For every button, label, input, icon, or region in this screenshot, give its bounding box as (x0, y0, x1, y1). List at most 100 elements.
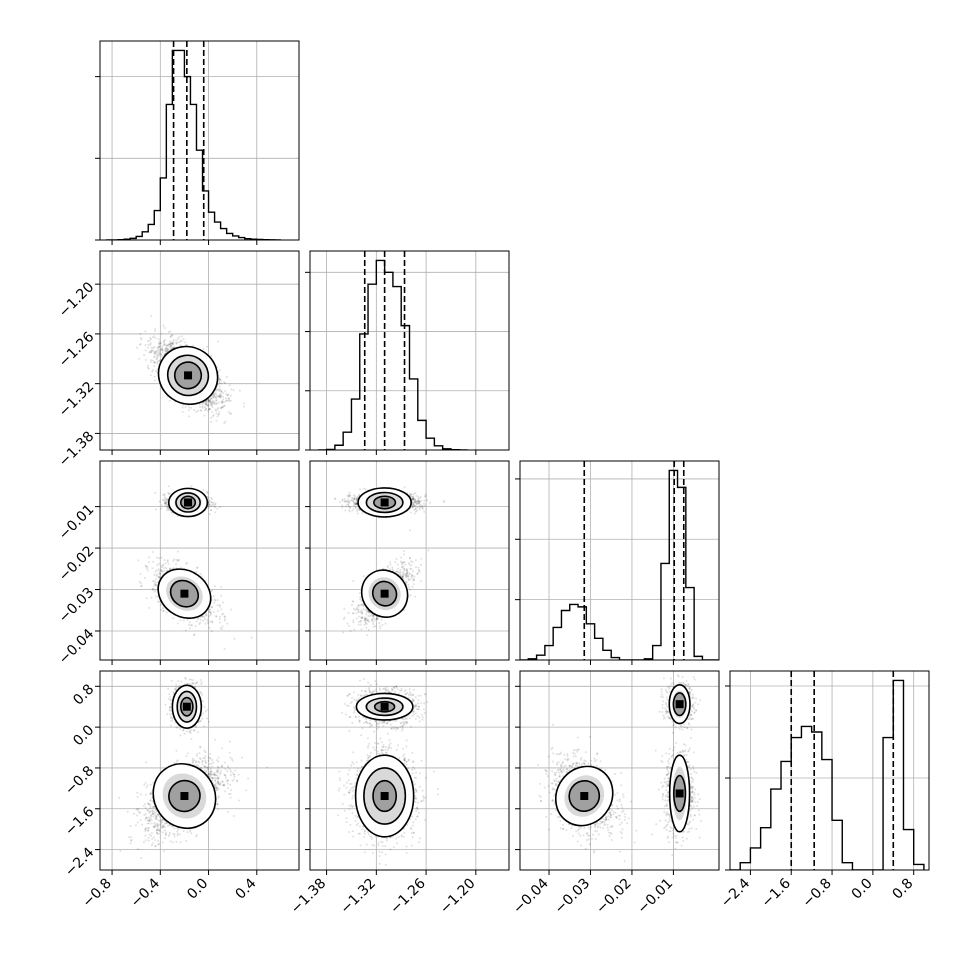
scatter-point (153, 351, 156, 354)
scatter-point (160, 565, 163, 568)
scatter-point (218, 395, 221, 398)
scatter-point (161, 346, 164, 349)
scatter-point (216, 604, 219, 607)
scatter-point (172, 340, 175, 343)
contour-line (157, 345, 219, 406)
scatter-point (201, 406, 204, 409)
scatter-point (163, 340, 166, 343)
scatter-point (222, 395, 225, 398)
scatter-point (220, 390, 223, 393)
scatter-point (217, 413, 220, 416)
scatter-point (159, 348, 162, 351)
scatter-point (160, 608, 163, 611)
scatter-point (166, 347, 169, 350)
scatter-point (166, 498, 169, 501)
scatter-point (158, 350, 161, 353)
scatter-point (145, 567, 148, 570)
scatter-point (158, 352, 161, 355)
scatter-point (166, 349, 169, 352)
scatter-point (208, 610, 211, 613)
scatter-point (158, 557, 161, 560)
scatter-point (207, 409, 210, 412)
scatter-point (188, 627, 191, 630)
scatter-point (150, 346, 153, 349)
scatter-point (211, 397, 214, 400)
scatter-point (163, 502, 166, 505)
scatter-point (158, 346, 161, 349)
scatter-point (151, 587, 154, 590)
scatter-point (158, 343, 161, 346)
scatter-point (206, 620, 209, 623)
scatter-point (150, 596, 153, 599)
scatter-point (156, 349, 159, 352)
scatter-point (213, 396, 216, 399)
scatter-point (161, 348, 164, 351)
scatter-point (167, 485, 170, 488)
scatter-point (219, 394, 222, 397)
scatter-point (214, 408, 217, 411)
scatter-point (213, 402, 216, 405)
scatter-point (169, 340, 172, 343)
scatter-point (157, 576, 160, 579)
scatter-point (153, 352, 156, 355)
scatter-point (223, 404, 226, 407)
scatter-point (217, 395, 220, 398)
scatter-point (208, 408, 211, 411)
scatter-point (168, 346, 171, 349)
scatter-point (167, 562, 170, 565)
scatter-point (168, 343, 171, 346)
scatter-point (215, 402, 218, 405)
scatter-point (211, 498, 214, 501)
scatter-point (204, 400, 207, 403)
histogram-step (730, 679, 925, 870)
scatter-point (206, 618, 209, 621)
scatter-point (209, 509, 212, 512)
density-panel (100, 461, 299, 660)
scatter-point (168, 399, 171, 402)
scatter-point (169, 345, 172, 348)
scatter-point (222, 398, 225, 401)
scatter-point (164, 499, 167, 502)
scatter-point (146, 366, 149, 369)
scatter-point (218, 411, 221, 414)
scatter-point (181, 404, 184, 407)
scatter-point (219, 378, 222, 381)
scatter-point (162, 607, 165, 610)
scatter-point (155, 358, 158, 361)
scatter-point (163, 566, 166, 569)
scatter-point (149, 361, 152, 364)
scatter-point (153, 580, 156, 583)
scatter-point (202, 401, 205, 404)
scatter-point (223, 619, 226, 622)
scatter-point (160, 355, 163, 358)
scatter-point (173, 346, 176, 349)
panel-frame (99, 40, 300, 241)
scatter-point (230, 608, 233, 611)
scatter-point (166, 559, 169, 562)
scatter-point (211, 402, 214, 405)
scatter-point (157, 568, 160, 571)
scatter-point (211, 415, 214, 418)
scatter-point (203, 414, 206, 417)
scatter-point (224, 420, 227, 423)
scatter-point (227, 397, 230, 400)
scatter-point (220, 382, 223, 385)
scatter-point (217, 413, 220, 416)
y-tick-label: −1.26 (56, 329, 98, 371)
scatter-point (192, 344, 195, 347)
scatter-point (225, 392, 228, 395)
scatter-point (157, 600, 160, 603)
scatter-point (208, 400, 211, 403)
scatter-point (218, 390, 221, 393)
scatter-point (156, 564, 159, 567)
scatter-point (223, 404, 226, 407)
scatter-point (163, 496, 166, 499)
scatter-point (155, 508, 158, 511)
scatter-point (167, 508, 170, 511)
scatter-point (171, 342, 174, 345)
scatter-point (154, 361, 157, 364)
scatter-point (220, 608, 223, 611)
scatter-point (162, 563, 165, 566)
scatter-point (221, 406, 224, 409)
scatter-point (164, 350, 167, 353)
